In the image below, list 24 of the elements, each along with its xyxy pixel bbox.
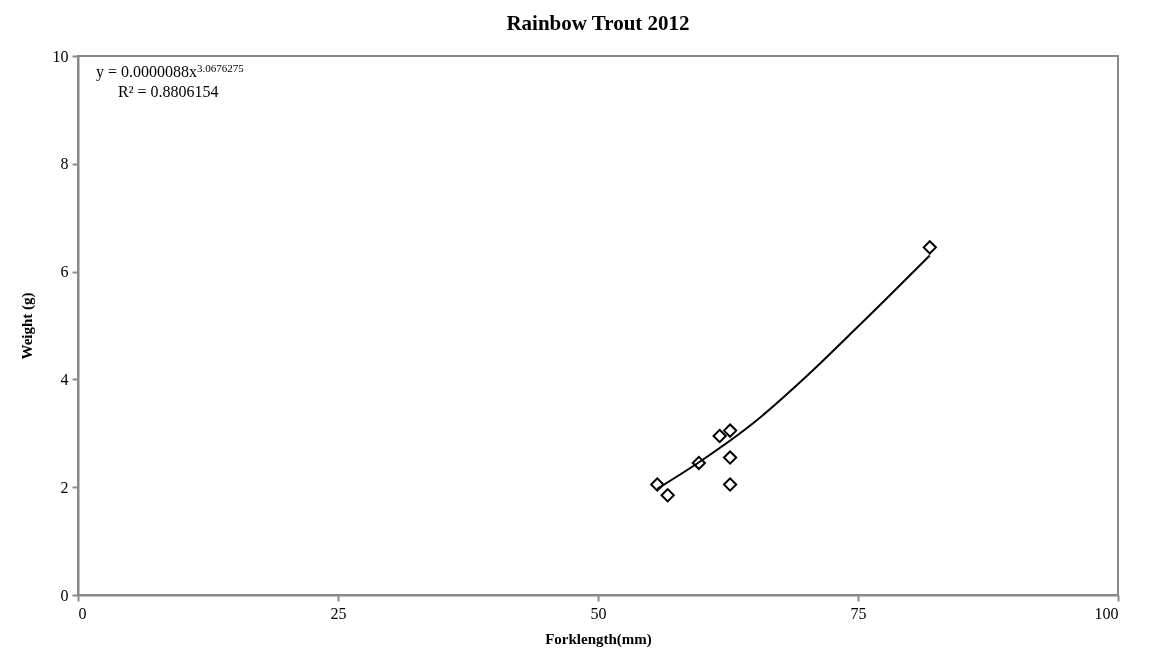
x-tick-label: 50 [590, 604, 607, 622]
y-axis-title: Weight (g) [18, 292, 36, 360]
x-tick-label: 25 [330, 604, 347, 622]
x-tick-label: 0 [78, 604, 87, 622]
y-tick-label: 0 [60, 586, 69, 604]
y-tick-label: 4 [60, 370, 69, 388]
x-tick-label: 75 [850, 604, 867, 622]
y-tick-label: 10 [52, 47, 69, 65]
y-tick-label: 2 [60, 478, 69, 496]
point [922, 240, 937, 255]
point [660, 488, 675, 503]
point [722, 477, 738, 492]
point [722, 450, 738, 465]
y-tick-label: 6 [60, 263, 69, 281]
chart-title: Rainbow Trout 2012 [506, 11, 690, 35]
x-tick-label: 100 [1094, 604, 1119, 622]
x-axis-title: Forklength(mm) [545, 630, 652, 648]
annotation: y = 0.0000088x$^{3.0676275}$ [96, 62, 244, 82]
point [691, 455, 706, 471]
point [712, 428, 727, 444]
point [722, 423, 738, 438]
annotation: R² = 0.8806154 [117, 82, 220, 102]
point [650, 477, 665, 492]
y-tick-label: 8 [60, 155, 69, 173]
